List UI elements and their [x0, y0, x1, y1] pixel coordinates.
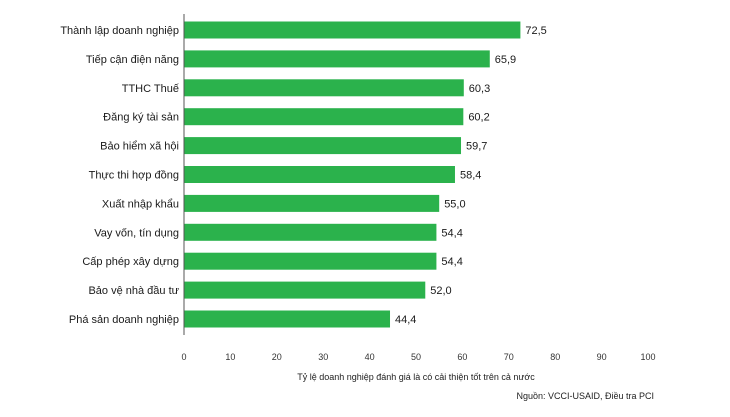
bar-7 [184, 223, 437, 241]
bar-1 [184, 50, 490, 68]
x-tick-label-7: 70 [504, 352, 514, 362]
x-tick-label-5: 50 [411, 352, 421, 362]
value-label-3: 60,2 [468, 112, 489, 124]
x-axis-title: Tỷ lệ doanh nghiệp đánh giá là có cải th… [297, 372, 535, 382]
x-tick-label-0: 0 [181, 352, 186, 362]
value-label-6: 55,0 [444, 198, 465, 210]
x-tick-label-6: 60 [457, 352, 467, 362]
category-label-3: Đăng ký tài sản [103, 112, 179, 124]
x-tick-labels-group: 0 10 20 30 40 50 60 70 80 90 100 [181, 352, 655, 362]
category-label-5: Thực thi hợp đồng [89, 170, 179, 182]
value-label-9: 52,0 [430, 285, 451, 297]
x-tick-label-1: 10 [225, 352, 235, 362]
bar-3 [184, 108, 464, 126]
category-label-7: Vay vốn, tín dụng [94, 227, 179, 239]
category-label-0: Thành lập doanh nghiệp [60, 25, 179, 37]
bar-4 [184, 137, 462, 155]
source-note: Nguồn: VCCI-USAID, Điều tra PCI [516, 391, 654, 401]
x-tick-label-2: 20 [272, 352, 282, 362]
bars-group [184, 21, 521, 328]
value-labels-group: 72,5 65,9 60,3 60,2 59,7 58,4 55,0 54,4 54,4 52,0… [395, 25, 547, 326]
bar-6 [184, 194, 440, 212]
category-label-2: TTHC Thuế [122, 83, 179, 95]
value-label-1: 65,9 [495, 54, 516, 66]
x-tick-label-10: 100 [640, 352, 655, 362]
category-labels-group: Thành lập doanh nghiệp Tiếp cận điện năng… [60, 25, 179, 326]
value-label-5: 58,4 [460, 170, 481, 182]
bar-10 [184, 310, 391, 328]
x-tick-label-8: 80 [550, 352, 560, 362]
bar-0 [184, 21, 521, 39]
value-label-8: 54,4 [441, 256, 462, 268]
x-tick-label-3: 30 [318, 352, 328, 362]
value-label-4: 59,7 [466, 141, 487, 153]
value-label-7: 54,4 [441, 227, 462, 239]
category-label-8: Cấp phép xây dựng [82, 256, 179, 268]
value-label-0: 72,5 [525, 25, 546, 37]
category-label-9: Bảo vệ nhà đầu tư [88, 285, 179, 297]
bar-9 [184, 281, 426, 299]
x-tick-label-9: 90 [597, 352, 607, 362]
category-label-10: Phá sản doanh nghiệp [69, 314, 179, 326]
category-label-6: Xuất nhập khẩu [102, 198, 179, 210]
bar-8 [184, 252, 437, 270]
value-label-10: 44,4 [395, 314, 416, 326]
category-label-4: Bảo hiểm xã hội [100, 141, 179, 153]
value-label-2: 60,3 [469, 83, 490, 95]
category-label-1: Tiếp cận điện năng [86, 54, 179, 66]
x-tick-label-4: 40 [365, 352, 375, 362]
bar-5 [184, 166, 455, 183]
bar-2 [184, 79, 464, 97]
